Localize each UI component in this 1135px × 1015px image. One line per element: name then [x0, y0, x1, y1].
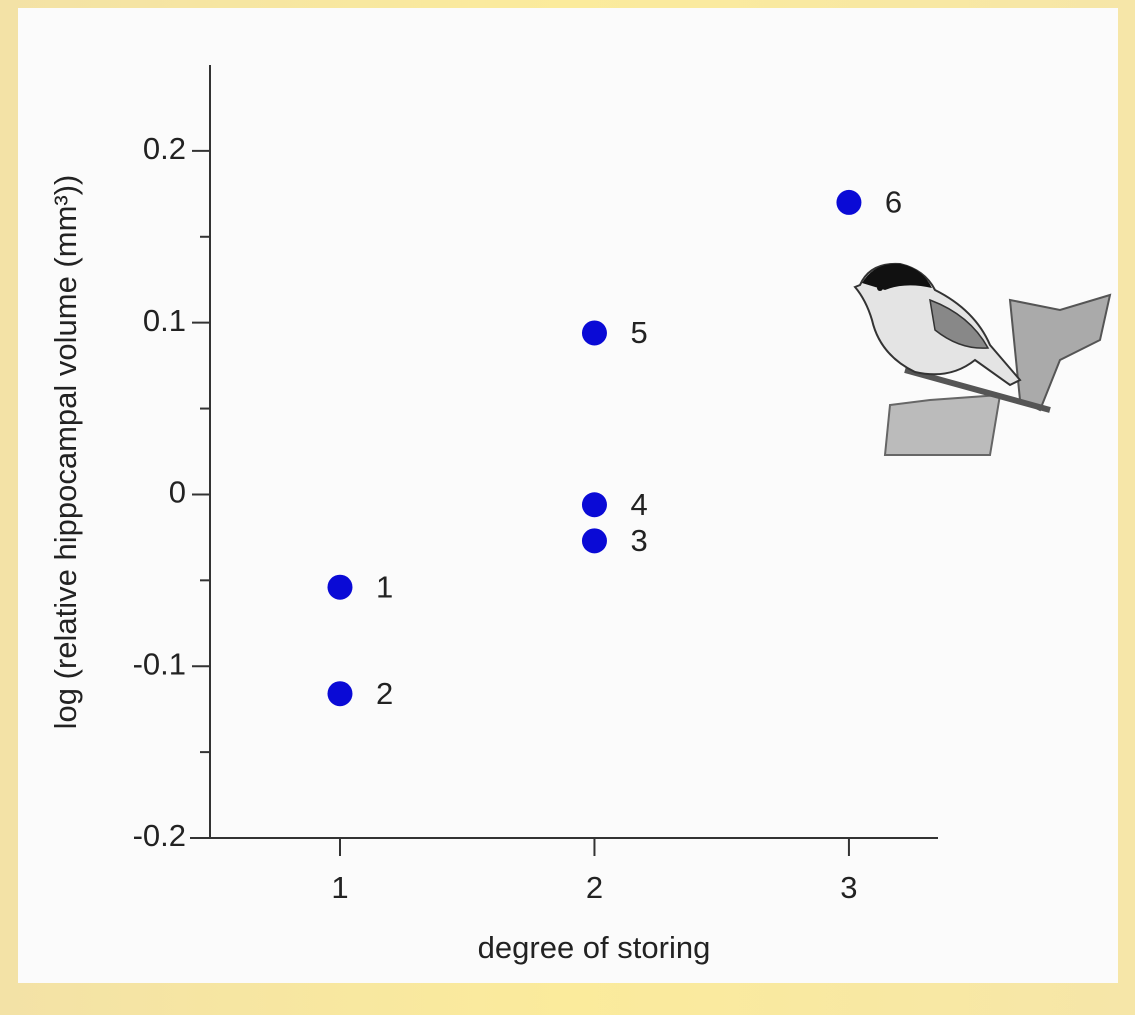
point: [581, 528, 607, 554]
point-label: 2: [376, 676, 393, 711]
y-axis-label: log (relative hippocampal volume (mm³)): [48, 175, 83, 730]
point: [581, 492, 607, 518]
y-tick-label: 0.1: [143, 303, 186, 338]
bird-illustration: [853, 262, 1112, 456]
point-label: 1: [376, 569, 393, 604]
bird-eye: [877, 285, 883, 291]
y-tick-label: 0.2: [143, 131, 186, 166]
point: [327, 574, 353, 600]
x-tick-label: 1: [331, 870, 348, 905]
panel: [18, 8, 1118, 983]
x-tick-label: 3: [840, 870, 857, 905]
point-label: 3: [630, 523, 647, 558]
y-tick-label: -0.2: [133, 818, 186, 853]
bird-cap: [862, 263, 932, 290]
point: [581, 320, 607, 346]
rock: [883, 393, 1002, 456]
x-axis-label: degree of storing: [478, 930, 711, 965]
pine-branch: [1008, 293, 1112, 412]
y-tick-label: 0: [169, 475, 186, 510]
x-tick-label: 2: [586, 870, 603, 905]
point-label: 6: [885, 185, 902, 220]
y-tick-label: -0.1: [133, 646, 186, 681]
point-label: 4: [630, 487, 647, 522]
bird-wing: [929, 298, 990, 349]
point: [836, 189, 862, 215]
point-label: 5: [630, 315, 647, 350]
point: [327, 681, 353, 707]
